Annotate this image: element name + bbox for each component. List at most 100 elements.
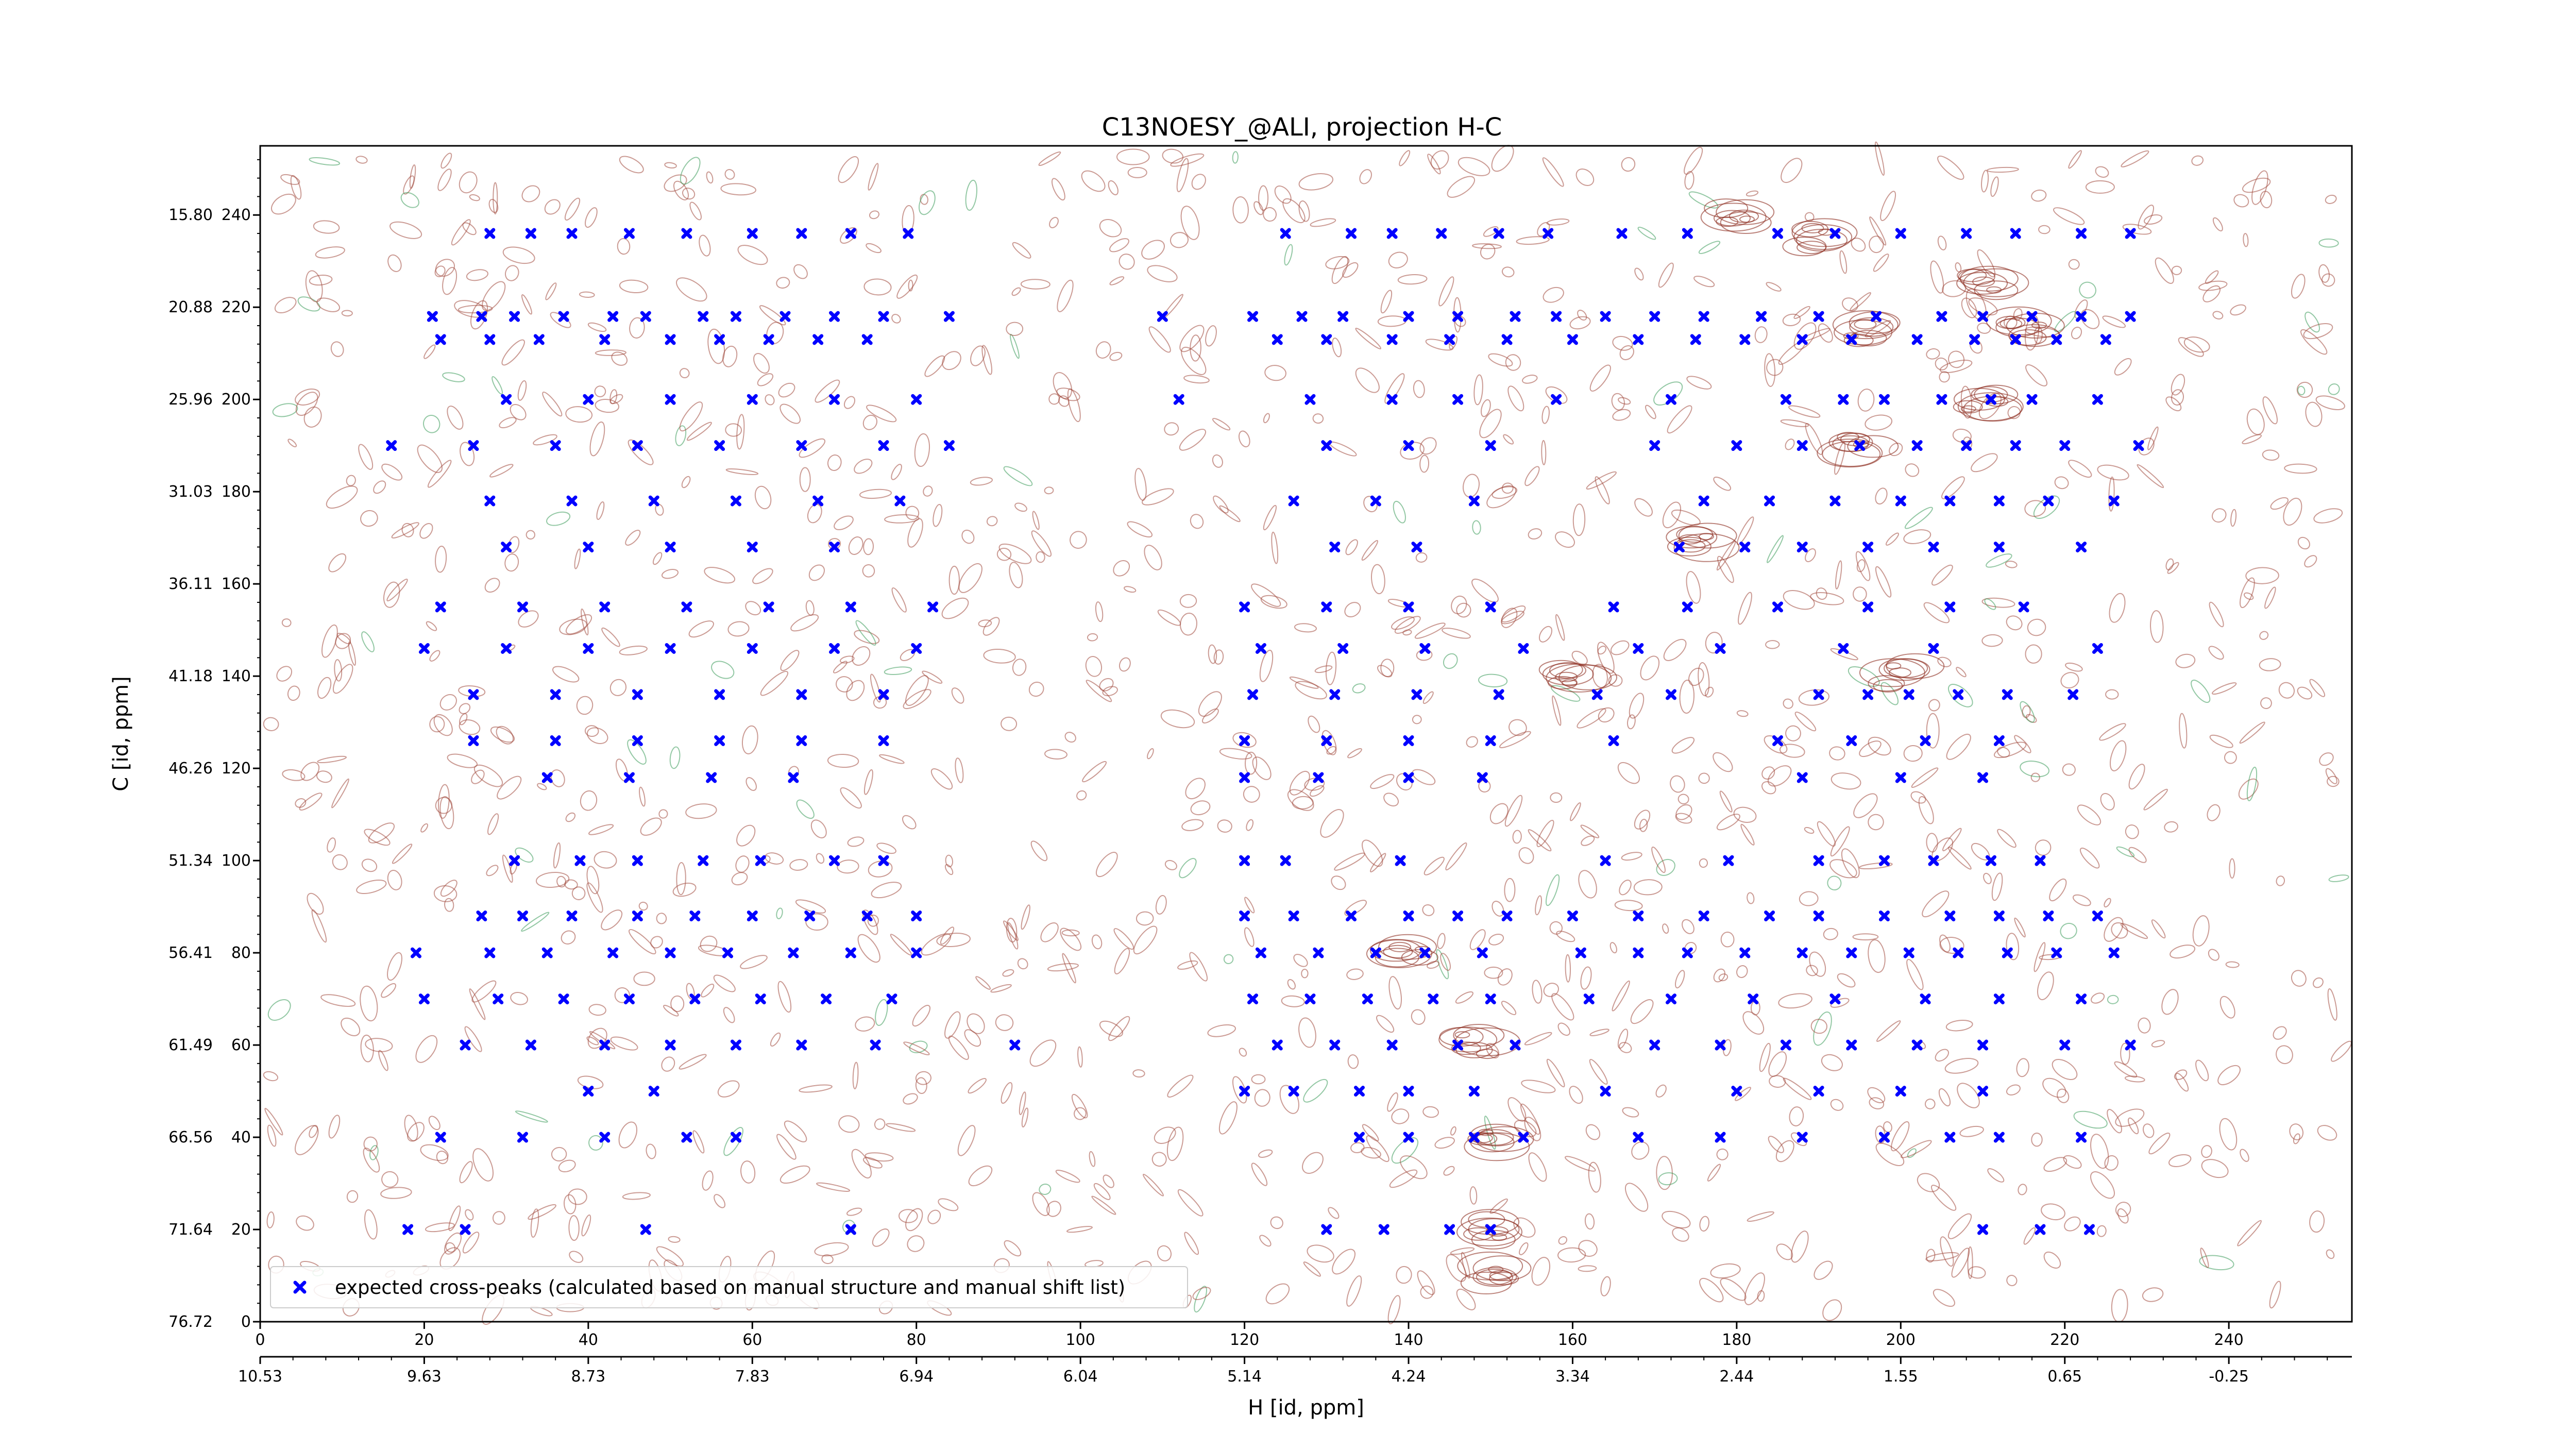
contour-ring bbox=[2117, 1208, 2129, 1224]
contour-ring bbox=[581, 1214, 591, 1237]
contour-ring bbox=[640, 817, 662, 836]
contour-ring bbox=[679, 368, 690, 379]
contour-ring bbox=[1019, 1091, 1026, 1116]
cross-peak-point bbox=[1993, 495, 2005, 507]
contour-ring bbox=[846, 680, 865, 701]
contour-ring bbox=[1624, 1183, 1649, 1212]
contour-ring bbox=[1531, 1257, 1551, 1286]
cross-peak-point bbox=[1756, 311, 1767, 322]
contour-ring bbox=[862, 414, 878, 430]
cross-peak-point bbox=[1838, 643, 1849, 654]
contour-ring bbox=[609, 679, 627, 696]
contour-ring bbox=[848, 536, 863, 555]
y-index-tick-label: 0 bbox=[241, 1313, 251, 1331]
cross-peak-point bbox=[1280, 228, 1291, 239]
cross-peak-point bbox=[402, 1224, 414, 1235]
contour-ring bbox=[316, 297, 341, 312]
contour-ring bbox=[1002, 969, 1014, 977]
cross-peak-point bbox=[460, 1039, 471, 1051]
contour-ring bbox=[1960, 385, 1973, 419]
contour-ring bbox=[1821, 1054, 1843, 1071]
contour-ring bbox=[502, 246, 535, 264]
contour-ring bbox=[579, 291, 595, 298]
contour-ring bbox=[1768, 1051, 1787, 1077]
contour-ring bbox=[863, 538, 874, 555]
contour-ring bbox=[1541, 440, 1547, 465]
contour-ring bbox=[1021, 1107, 1029, 1128]
y-index-tick-label: 160 bbox=[222, 575, 251, 593]
contour-ring bbox=[1907, 1148, 1917, 1158]
contour-ring bbox=[1246, 819, 1254, 831]
cross-peak-point bbox=[2051, 334, 2062, 345]
contour-ring bbox=[1558, 1236, 1568, 1245]
cross-peak-point bbox=[1403, 910, 1414, 921]
cross-peak-point bbox=[927, 601, 939, 613]
contour-ring bbox=[1959, 1125, 1984, 1137]
contour-ring bbox=[1142, 1173, 1164, 1197]
contour-ring bbox=[576, 696, 594, 715]
contour-ring bbox=[276, 666, 293, 682]
contour-ring bbox=[1304, 777, 1325, 791]
contour-ring bbox=[1167, 1074, 1194, 1098]
cross-peak-point bbox=[2092, 643, 2103, 654]
cross-peak-point bbox=[632, 440, 643, 451]
contour-ring bbox=[409, 164, 416, 189]
cross-peak-point bbox=[1386, 228, 1398, 239]
contour-ring bbox=[1387, 1295, 1401, 1324]
contour-ring bbox=[2296, 381, 2313, 398]
cross-peak-point bbox=[1411, 689, 1422, 700]
contour-ring bbox=[300, 762, 320, 781]
contour-ring bbox=[1707, 1164, 1721, 1182]
contour-ring bbox=[1766, 359, 1784, 376]
contour-ring bbox=[364, 1209, 378, 1240]
contour-ring bbox=[470, 300, 488, 330]
cross-peak-point bbox=[665, 334, 676, 345]
contour-ring bbox=[1501, 611, 1524, 625]
contour-ring bbox=[2161, 989, 2179, 1015]
contour-ring bbox=[2284, 463, 2317, 474]
contour-ring bbox=[1132, 1069, 1145, 1078]
contour-ring bbox=[1522, 375, 1538, 384]
cross-peak-point bbox=[509, 311, 520, 322]
contour-ring bbox=[1164, 422, 1179, 436]
contour-ring bbox=[1109, 351, 1123, 361]
contour-ring bbox=[754, 485, 772, 510]
cross-peak-point bbox=[476, 311, 487, 322]
cross-peak-point bbox=[1403, 311, 1414, 322]
cross-peak-point bbox=[1313, 772, 1324, 783]
cross-peak-point bbox=[911, 394, 922, 405]
contour-ring bbox=[2276, 1045, 2293, 1065]
contour-ring bbox=[493, 182, 498, 215]
cross-peak-point bbox=[1575, 947, 1586, 958]
contour-ring bbox=[1538, 626, 1553, 643]
contour-ring bbox=[1903, 529, 1931, 545]
contour-ring bbox=[1945, 1019, 1973, 1032]
cross-peak-point bbox=[1633, 910, 1644, 921]
contour-ring bbox=[1071, 1093, 1088, 1119]
cross-peak-point bbox=[1993, 1132, 2005, 1143]
contour-ring-strong bbox=[1847, 435, 1899, 458]
contour-ring bbox=[1873, 254, 1889, 272]
contour-ring bbox=[975, 976, 991, 990]
contour-ring bbox=[1307, 1244, 1334, 1263]
contour-ring bbox=[1443, 1166, 1455, 1176]
contour-ring bbox=[1219, 748, 1252, 760]
contour-ring bbox=[970, 345, 986, 366]
cross-peak-point bbox=[1862, 689, 1874, 700]
contour-ring bbox=[341, 310, 353, 317]
contour-ring-strong bbox=[1438, 1026, 1498, 1053]
contour-ring bbox=[1655, 1084, 1667, 1098]
contour-ring bbox=[1438, 276, 1454, 307]
contour-ring bbox=[862, 564, 875, 578]
cross-peak-point bbox=[878, 855, 889, 866]
contour-ring bbox=[1565, 954, 1571, 983]
contour-ring bbox=[1857, 389, 1875, 412]
contour-ring bbox=[2191, 155, 2204, 166]
contour-ring bbox=[469, 194, 480, 201]
contour-ring-strong bbox=[1679, 534, 1702, 545]
cross-peak-point bbox=[706, 772, 717, 783]
contour-ring bbox=[1325, 651, 1337, 685]
contour-ring bbox=[816, 853, 825, 864]
contour-ring bbox=[982, 617, 1000, 636]
contour-ring bbox=[2064, 1216, 2081, 1232]
